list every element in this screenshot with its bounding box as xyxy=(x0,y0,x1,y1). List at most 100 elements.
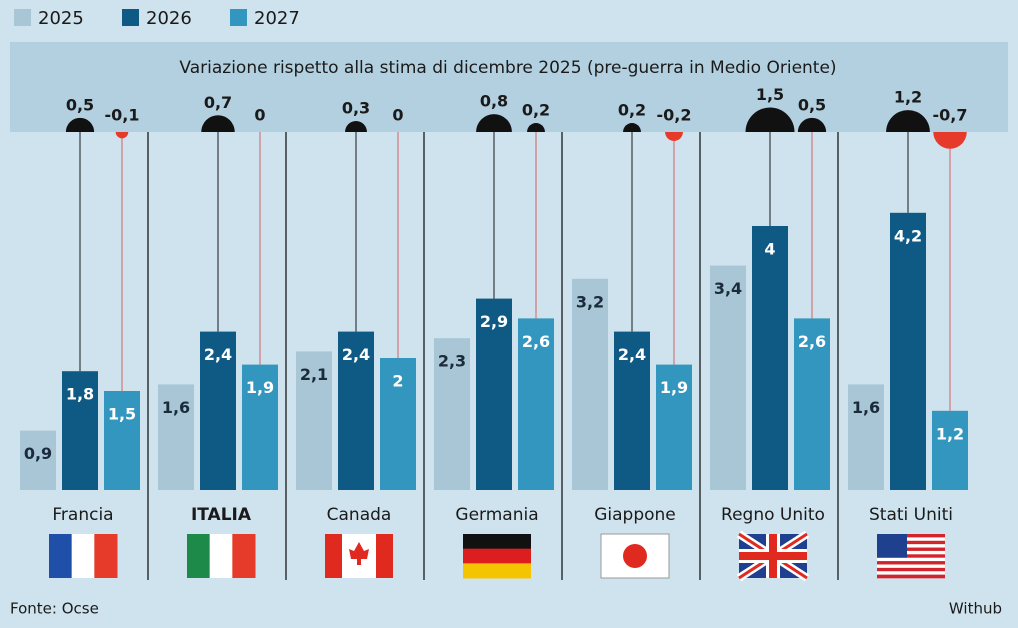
flag-part xyxy=(877,540,945,545)
category-label: Germania xyxy=(455,505,538,525)
revision-label: 0,5 xyxy=(66,95,94,114)
flag xyxy=(49,534,118,578)
category-label: Francia xyxy=(52,505,113,525)
flag-part xyxy=(463,534,531,550)
bar xyxy=(656,364,692,490)
bar-value-label: 1,6 xyxy=(162,398,190,417)
bar-value-label: 1,5 xyxy=(108,405,136,424)
flag-part xyxy=(877,547,945,552)
bar-value-label: 1,6 xyxy=(852,398,880,417)
revision-label: 0,2 xyxy=(618,101,646,120)
revision-label: 0,3 xyxy=(342,99,370,118)
category-label: Regno Unito xyxy=(721,505,825,525)
revision-mark xyxy=(527,123,545,132)
flag-part xyxy=(94,534,118,578)
flag-part xyxy=(877,574,945,579)
bar xyxy=(296,351,332,490)
flag-part xyxy=(877,557,945,562)
bar-value-label: 4,2 xyxy=(894,226,922,245)
bar-value-label: 3,4 xyxy=(714,279,742,298)
bar-value-label: 4 xyxy=(764,240,775,259)
bar xyxy=(158,384,194,490)
legend-label: 2025 xyxy=(38,8,84,29)
bar xyxy=(434,338,470,490)
bar-value-label: 2,3 xyxy=(438,352,466,371)
bar xyxy=(380,358,416,490)
bar-value-label: 1,9 xyxy=(660,378,688,397)
bar xyxy=(476,298,512,490)
revision-mark xyxy=(933,132,967,149)
flag xyxy=(463,534,531,579)
bar-value-label: 1,9 xyxy=(246,378,274,397)
bar xyxy=(518,318,554,490)
bar-value-label: 0,9 xyxy=(24,444,52,463)
bar xyxy=(890,212,926,491)
legend-swatch xyxy=(230,9,247,26)
bar-value-label: 1,8 xyxy=(66,385,94,404)
flag-part xyxy=(463,563,531,579)
flag-part xyxy=(877,567,945,572)
revision-mark xyxy=(345,121,367,132)
category-label: Stati Uniti xyxy=(869,505,953,525)
bar-value-label: 1,2 xyxy=(936,424,964,443)
revision-mark xyxy=(886,110,930,132)
flag-part xyxy=(877,534,907,558)
bar-value-label: 2,6 xyxy=(522,332,550,351)
revision-mark xyxy=(201,115,235,132)
bar xyxy=(794,318,830,490)
bar-value-label: 2,6 xyxy=(798,332,826,351)
revision-band xyxy=(10,42,1008,132)
flag-part xyxy=(232,534,256,578)
bar xyxy=(242,364,278,490)
flag xyxy=(877,534,945,579)
revision-label: -0,7 xyxy=(933,106,968,125)
bar xyxy=(338,331,374,490)
flag xyxy=(736,530,810,582)
flag-part xyxy=(877,537,945,542)
bar-value-label: 3,2 xyxy=(576,292,604,311)
revisions-title: Variazione rispetto alla stima di dicemb… xyxy=(179,58,836,78)
flag xyxy=(187,534,256,578)
bar xyxy=(20,430,56,490)
bar-value-label: 2,1 xyxy=(300,365,328,384)
bar-value-label: 2,9 xyxy=(480,312,508,331)
flag-part xyxy=(877,554,945,558)
flag-part xyxy=(349,542,369,565)
revision-label: 0,7 xyxy=(204,93,232,112)
flag-part xyxy=(877,564,945,569)
revision-mark xyxy=(623,123,641,132)
flag xyxy=(325,534,393,578)
revision-label: 0 xyxy=(392,106,403,125)
revision-label: 1,2 xyxy=(894,88,922,107)
revision-label: 0,2 xyxy=(522,101,550,120)
bar xyxy=(572,278,608,490)
flag-part xyxy=(877,550,945,555)
revision-label: -0,2 xyxy=(657,106,692,125)
revision-label: 0 xyxy=(254,106,265,125)
flag-part xyxy=(376,534,393,578)
flag-part xyxy=(769,534,777,578)
revision-mark xyxy=(115,132,129,139)
flag-part xyxy=(877,561,945,565)
flag-part xyxy=(187,534,211,578)
legend-label: 2026 xyxy=(146,8,192,29)
flag-part xyxy=(623,544,647,568)
legend-swatch xyxy=(122,9,139,26)
revision-label: -0,1 xyxy=(105,106,140,125)
flag-part xyxy=(71,534,95,578)
bar xyxy=(848,384,884,490)
revision-mark xyxy=(665,132,683,141)
legend-label: 2027 xyxy=(254,8,300,29)
category-label: Giappone xyxy=(594,505,676,525)
bar xyxy=(200,331,236,490)
bar-value-label: 2,4 xyxy=(618,345,646,364)
flag-part xyxy=(49,534,73,578)
flag-part xyxy=(325,534,342,578)
revision-label: 1,5 xyxy=(756,85,784,104)
revision-mark xyxy=(65,117,95,132)
revision-mark xyxy=(745,107,795,132)
revision-label: 0,5 xyxy=(798,95,826,114)
revision-label: 0,8 xyxy=(480,92,508,111)
bar xyxy=(62,371,98,490)
